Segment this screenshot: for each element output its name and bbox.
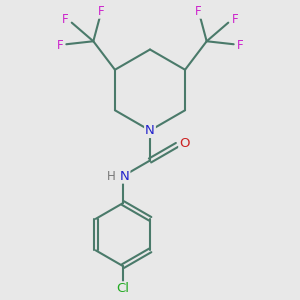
Text: O: O (179, 137, 190, 150)
Text: Cl: Cl (116, 282, 130, 296)
Text: F: F (98, 5, 105, 18)
Text: N: N (120, 169, 129, 183)
Text: F: F (195, 5, 202, 18)
Text: H: H (107, 169, 116, 183)
Text: F: F (237, 39, 244, 52)
Text: F: F (62, 13, 68, 26)
Text: N: N (145, 124, 155, 137)
Text: F: F (232, 13, 238, 26)
Text: F: F (56, 39, 63, 52)
